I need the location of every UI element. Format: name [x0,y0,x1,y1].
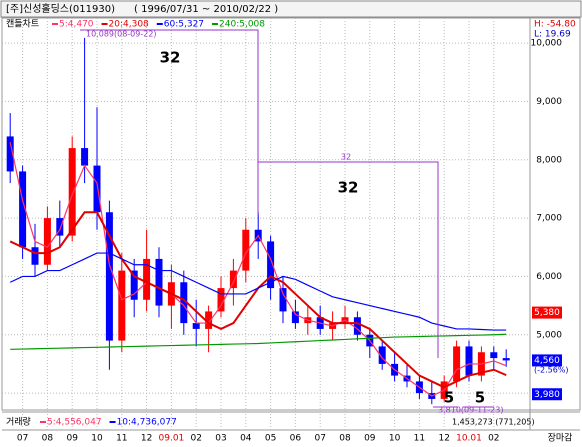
x-tick-label: 09 [364,434,376,444]
ma-line [10,333,507,350]
candle-body [229,270,237,289]
legend-entry: 5:4,556,047 [47,418,102,428]
candle-body [378,346,386,364]
x-tick-label: 02 [190,434,201,444]
plot-layer [2,18,530,430]
x-tick-label: 07 [314,434,325,444]
plot-frame [1,17,581,411]
annotation: 5 [444,389,454,407]
annotation: 32 [338,179,359,197]
x-tick-label: 05 [265,434,276,444]
x-tick-label: 11 [116,434,127,444]
candle-body [291,311,299,324]
x-tick-label: 10 [91,434,103,444]
annotation: 32 [160,49,181,67]
price-tag-label: 4,560 [534,356,560,366]
candle-body [490,352,498,359]
y-tick-label: 7,000 [536,214,562,224]
x-tick-label: 11 [414,434,425,444]
legend-entry: 5:4,470 [59,20,94,30]
x-tick-label: 10 [389,434,401,444]
header-bar [0,0,582,18]
hl-low: L: 19.69 [534,30,571,40]
x-tick-label: 07 [17,434,28,444]
candle-body [180,282,188,324]
annotation: 3,810(09-11-23) [438,406,503,415]
legend-entry: 20:4,308 [109,20,150,30]
x-tick-label: 12 [141,434,152,444]
candle-body [279,288,287,312]
x-tick-label: 09 [66,434,78,444]
candle-body [43,218,51,265]
x-tick-label: 09.01 [159,434,185,444]
annotation-lines [80,29,494,408]
candle-body [81,148,89,166]
period: ( 1996/07/31 ~ 2010/02/22 ) [134,4,278,15]
candle-body [217,288,225,312]
annotation: 32 [341,153,351,162]
wave-line [80,29,259,215]
candle-body [465,346,473,376]
candle-body [453,346,461,382]
candle-body [155,258,163,306]
legend-entry: 60:5,327 [164,20,204,30]
candle-body [130,270,138,300]
price-tag [532,354,562,367]
chart-label: 캔들차트 [6,18,39,30]
hl-high: H: -54.80 [534,20,576,30]
x-tick-label: 06 [290,434,302,444]
candle-body [267,241,275,289]
ma-line [9,142,507,397]
candle-body [353,317,361,335]
candle-body [105,212,113,341]
y-tick-label: 9,000 [536,97,562,107]
price-tag [532,388,562,401]
price-tag [532,306,562,319]
candle-body [205,311,213,329]
ma-line [9,252,507,331]
market-status: 장마감 [548,432,573,444]
x-tick-label: 02 [488,434,499,444]
x-tick-label: 12 [438,434,449,444]
x-tick-label: 08 [42,434,54,444]
legend-entry: 240:5,008 [219,20,265,30]
stock-title: [주]신성홀딩스(011930) [6,2,115,15]
y-tick-label: 8,000 [536,155,562,165]
annotation: 10,089(08-09-22) [86,30,157,39]
candle-body [192,323,200,329]
candle-body [143,258,151,300]
candle-body [31,247,39,265]
legend-entry: 10:4,736,077 [117,418,177,428]
x-tick-label: 08 [339,434,351,444]
candle-body [118,270,126,341]
y-tick-label: 6,000 [536,272,562,282]
candle-body [19,171,27,248]
x-tick-label: 10.01 [456,434,482,444]
price-tag-label: 5,380 [534,308,560,318]
x-tick-label: 04 [240,434,252,444]
y-tick-label: 5,000 [536,330,562,340]
annotation: 1,453,273 (771,205) [452,418,535,427]
candle-body [6,136,14,172]
candle-body [93,165,101,213]
price-tag-label: 3,980 [534,390,560,400]
wave-line [258,161,439,358]
annotation: 5 [475,389,485,407]
volume-label: 거래량 [6,416,31,428]
candle-body [56,218,64,236]
x-tick-label: 03 [215,434,226,444]
change-label: (-2.56%) [534,366,569,375]
candle-body [68,148,76,236]
candle-body [242,229,250,271]
y-tick-label: 10,000 [531,39,563,49]
candle-body [502,358,510,361]
